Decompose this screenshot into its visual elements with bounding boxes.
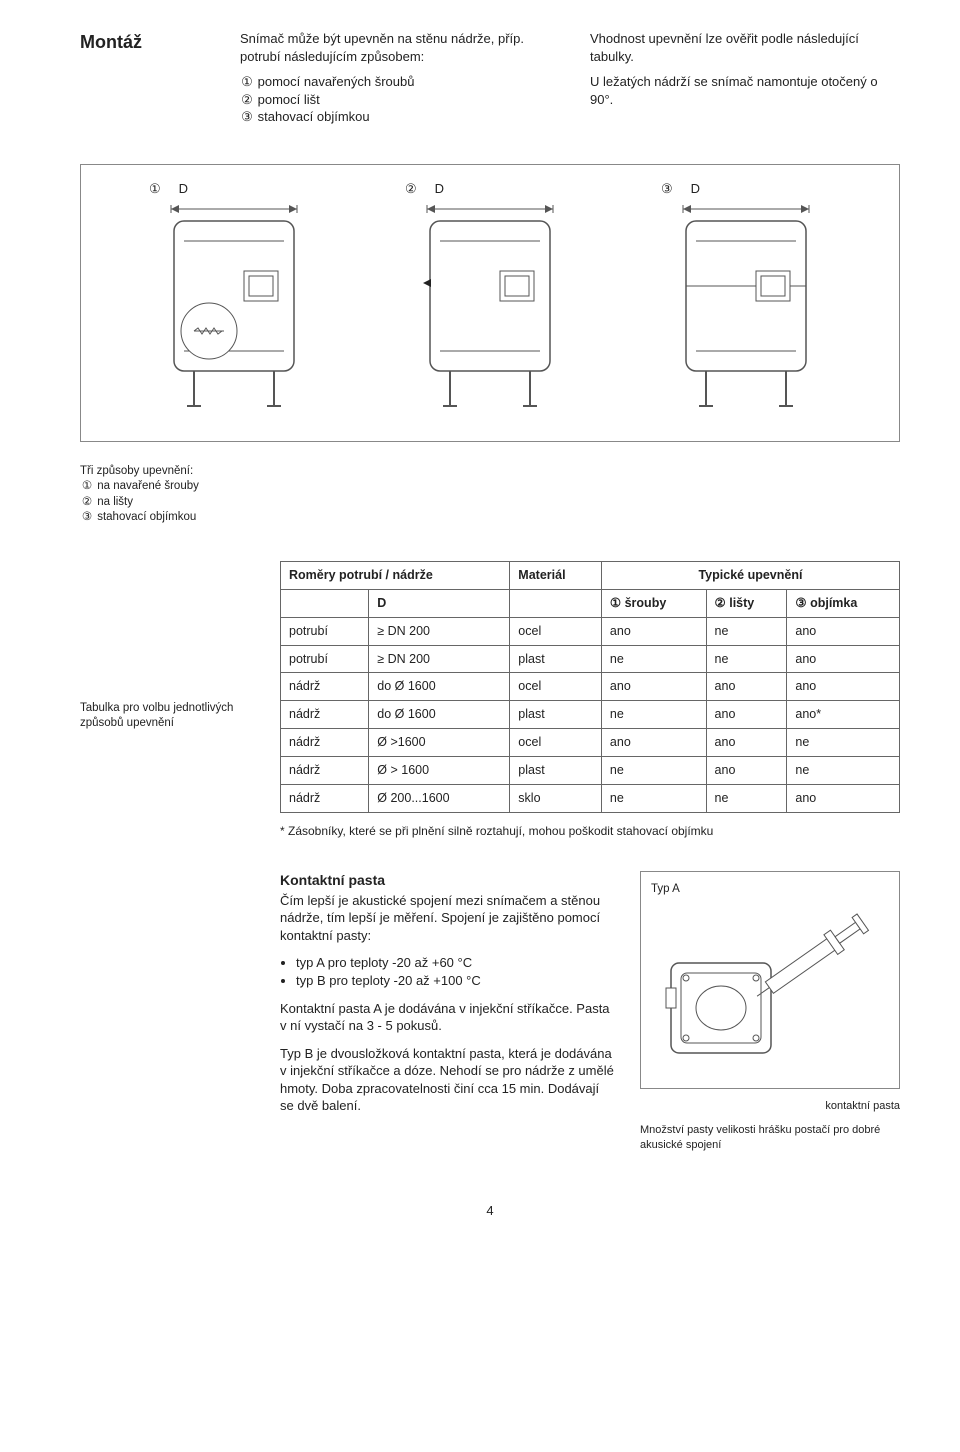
- table-row: potrubí≥ DN 200plastneneano: [281, 645, 900, 673]
- kontakt-p3: Typ B je dvousložková kontaktní pasta, k…: [280, 1045, 615, 1115]
- page-number: 4: [80, 1202, 900, 1220]
- table-row: nádržØ 200...1600skloneneano: [281, 784, 900, 812]
- tank-svg-2: [405, 201, 575, 411]
- spec-table: Roměry potrubí / nádrže Materiál Typické…: [280, 561, 900, 813]
- table-caption: Tabulka pro volbu jednotlivých způsobů u…: [80, 561, 250, 732]
- table-row: nádržØ >1600ocelanoanone: [281, 729, 900, 757]
- tank-svg-1: [149, 201, 319, 411]
- methods-caption: Tři způsoby upevnění: ① na navařené šrou…: [80, 464, 250, 526]
- tank-diagram-box: ①D ②D: [80, 164, 900, 442]
- kontakt-title: Kontaktní pasta: [280, 871, 615, 890]
- table-note: * Zásobníky, které se při plnění silně r…: [280, 823, 900, 839]
- intro-text-2: Vhodnost upevnění lze ověřit podle násle…: [590, 30, 900, 65]
- syringe-diagram: Typ A: [640, 871, 900, 1089]
- syringe-cap2: Množství pasty velikosti hrášku postačí …: [640, 1123, 900, 1152]
- tank-svg-3: [661, 201, 831, 411]
- kontakt-p2: Kontaktní pasta A je dodávána v injekční…: [280, 1000, 615, 1035]
- intro-text-3: U ležatých nádrží se snímač namontuje ot…: [590, 73, 900, 108]
- table-row: nádrždo Ø 1600ocelanoanoano: [281, 673, 900, 701]
- page-title: Montáž: [80, 30, 200, 54]
- table-row: potrubí≥ DN 200ocelanoneano: [281, 617, 900, 645]
- kontakt-p1: Čím lepší je akustické spojení mezi sním…: [280, 892, 615, 945]
- table-row: nádrždo Ø 1600plastneanoano*: [281, 701, 900, 729]
- table-row: nádržØ > 1600plastneanone: [281, 757, 900, 785]
- intro-text-1: Snímač může být upevněn na stěnu nádrže,…: [240, 30, 550, 65]
- kontakt-bullets: typ A pro teploty -20 až +60 °C typ B pr…: [280, 954, 615, 989]
- intro-list: ① pomocí navařených šroubů ② pomocí lišt…: [240, 73, 550, 126]
- syringe-cap1: kontaktní pasta: [640, 1099, 900, 1113]
